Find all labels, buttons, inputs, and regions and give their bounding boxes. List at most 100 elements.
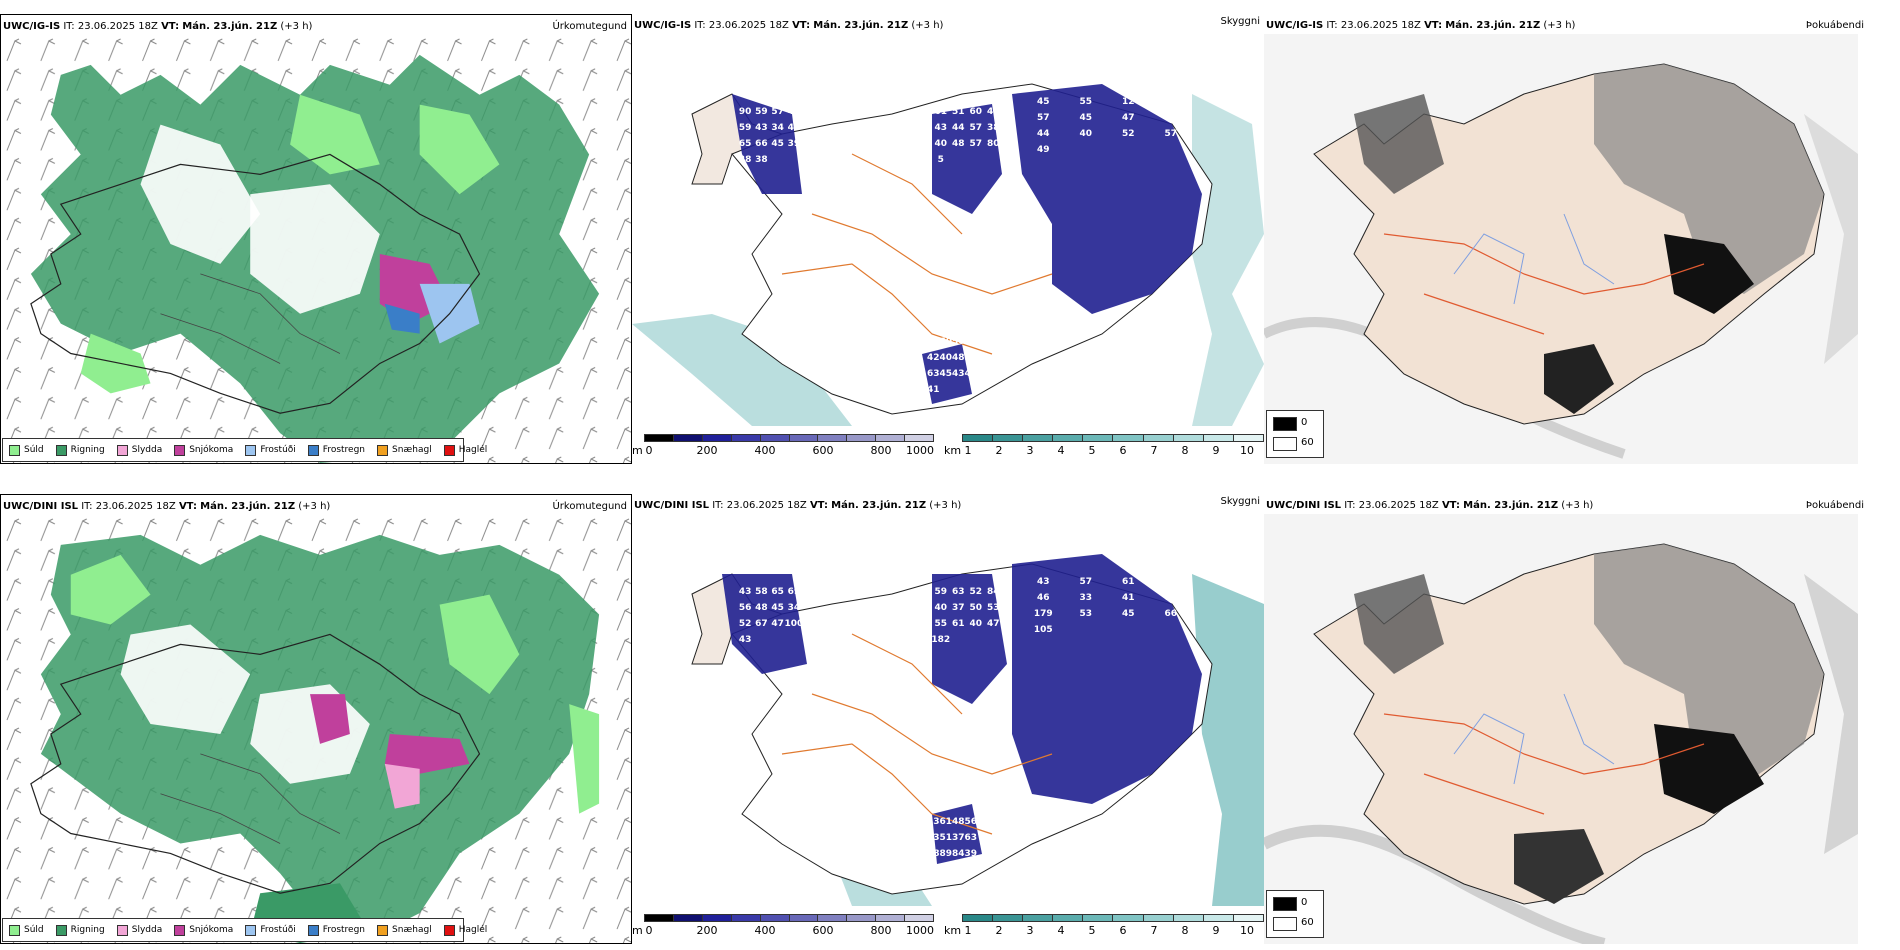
legend-swatch: [55, 924, 67, 936]
colorbar-tick: 200: [696, 924, 718, 937]
cloud-base-label: 108: [924, 865, 943, 875]
legend-swatch: [443, 924, 455, 936]
precip-panel-bottom: UWC/DINI ISL IT: 23.06.2025 18Z VT: Mán.…: [0, 494, 632, 944]
fog-key-label: 0: [1301, 897, 1308, 908]
cloud-base-label: 65: [739, 139, 752, 149]
legend-swatch: [245, 444, 257, 456]
cloud-base-label: 39: [965, 849, 978, 859]
legend-swatch: [9, 924, 20, 936]
cloud-base-label: 40: [970, 619, 983, 629]
legend-item: Slydda: [116, 444, 162, 456]
colorbar-tick: 3: [1026, 924, 1034, 937]
cloud-base-label: 34: [788, 603, 801, 613]
cloud-base-label: 43: [739, 587, 752, 597]
fog-map: [1264, 34, 1858, 464]
cloud-base-label: 33: [1080, 593, 1093, 603]
colorbar-tick: 5: [1088, 444, 1096, 457]
precip-map: [1, 515, 631, 943]
cloud-base-label: 59: [739, 123, 752, 133]
legend-swatch: [174, 924, 186, 936]
cloud-base-label: 52: [739, 619, 752, 629]
cloud-base-label: 63: [927, 369, 940, 379]
cloud-base-label: 43: [952, 369, 965, 379]
cloud-base-label: 37: [952, 833, 965, 843]
cloud-base-label: 55: [965, 353, 978, 363]
cloud-base-label: 44: [1037, 129, 1050, 139]
cloud-base-colorbar: m 0 200 400 600 800 1000: [632, 914, 942, 940]
cloud-base-label: 43: [755, 123, 768, 133]
cloud-base-label: 69: [788, 587, 801, 597]
colorbar-unit: km: [944, 444, 962, 457]
cloud-base-label: 38: [987, 123, 1000, 133]
fog-key-swatch: [1273, 897, 1297, 911]
cloud-base-label: 44: [952, 123, 965, 133]
legend-item: Snæhagl: [377, 924, 432, 936]
cloud-base-label: 90: [739, 107, 752, 117]
cloud-base-label: 40: [1080, 129, 1093, 139]
cloud-map: 90 61 45 49 59 51 55 60 57 60 12 50 47 46 47 5 59 43 57 42 4…: [632, 34, 1264, 426]
legend-item: Rigning: [55, 924, 105, 936]
cloud-base-label: 65: [771, 587, 784, 597]
colorbar-tick: 400: [754, 444, 776, 457]
cloud-base-label: 45: [771, 139, 784, 149]
cloud-base-label: 47: [788, 107, 801, 117]
cloud-base-label: 105: [1034, 625, 1053, 635]
panel-title: Þokuábendi: [1805, 500, 1864, 511]
cloud-base-label: 63: [965, 833, 978, 843]
cloud-base-label: 66: [755, 139, 768, 149]
legend-swatch: [174, 444, 186, 456]
panel-title: Skyggni: [1220, 496, 1260, 507]
visibility-colorbar: km 1 2 3 4 5 6 7 8 9 10: [944, 434, 1264, 460]
legend-item: Frostúði: [245, 444, 296, 456]
cloud-base-label: 60: [940, 337, 953, 347]
cloud-base-label: 50: [970, 603, 983, 613]
legend-item: Rigning: [55, 444, 105, 456]
legend-swatch: [116, 924, 128, 936]
visibility-colorbar: km 1 2 3 4 5 6 7 8 9 10: [944, 914, 1264, 940]
panel-header: UWC/DINI ISL IT: 23.06.2025 18Z VT: Mán.…: [634, 500, 962, 511]
legend-swatch: [307, 444, 319, 456]
legend-swatch: [55, 444, 67, 456]
cloud-base-label: 50: [952, 337, 965, 347]
cloud-base-label: 48: [1165, 577, 1178, 587]
colorbar-tick: 2: [995, 444, 1003, 457]
cloud-base-label: 38: [739, 155, 752, 165]
colorbar-tick: 600: [812, 444, 834, 457]
cloud-base-label: 53: [987, 603, 1000, 613]
cloud-base-label: 47: [1122, 113, 1135, 123]
precip-legend: Súld Rigning Slydda Snjókoma Frostúði Fr…: [2, 918, 487, 942]
panel-header: UWC/DINI ISL IT: 23.06.2025 18Z VT: Mán.…: [3, 501, 331, 512]
colorbar-tick: 6: [1119, 924, 1127, 937]
colorbar-tick: 4: [1057, 924, 1065, 937]
cloud-base-label: 59: [935, 587, 948, 597]
cloud-base-label: 45: [1080, 113, 1093, 123]
cloud-base-label: 46: [1037, 593, 1050, 603]
legend-item: Frostregn: [307, 444, 365, 456]
cloud-base-label: 56: [739, 603, 752, 613]
panel-title: Þokuábendi: [1805, 20, 1864, 31]
cloud-base-label: 61: [1122, 577, 1135, 587]
cloud-base-label: 80: [987, 139, 1000, 149]
fog-key: 0 60: [1266, 890, 1324, 938]
cloud-base-label: 58: [755, 587, 768, 597]
colorbar-tick: 3: [1026, 444, 1034, 457]
cloud-panel-top: UWC/IG-IS IT: 23.06.2025 18Z VT: Mán. 23…: [632, 14, 1264, 464]
legend-item: Haglél: [443, 444, 487, 456]
cloud-base-label: 82: [1165, 593, 1178, 603]
cloud-base-label: 60: [970, 107, 983, 117]
colorbar-tick: 800: [870, 444, 892, 457]
colorbar-tick: 10: [1240, 444, 1254, 457]
cloud-panel-bottom: UWC/DINI ISL IT: 23.06.2025 18Z VT: Mán.…: [632, 494, 1264, 944]
cloud-base-label: 34: [771, 123, 784, 133]
cloud-base-label: 48: [952, 817, 965, 827]
panel-header: UWC/DINI ISL IT: 23.06.2025 18Z VT: Mán.…: [1266, 500, 1594, 511]
cloud-base-label: 43: [935, 123, 948, 133]
cloud-base-label: 59: [755, 107, 768, 117]
fog-panel-bottom: UWC/DINI ISL IT: 23.06.2025 18Z VT: Mán.…: [1264, 494, 1900, 944]
cloud-base-label: 57: [1037, 113, 1050, 123]
cloud-base-label: 40: [935, 603, 948, 613]
cloud-base-label: 57: [970, 123, 983, 133]
cloud-base-label: 42: [788, 123, 801, 133]
